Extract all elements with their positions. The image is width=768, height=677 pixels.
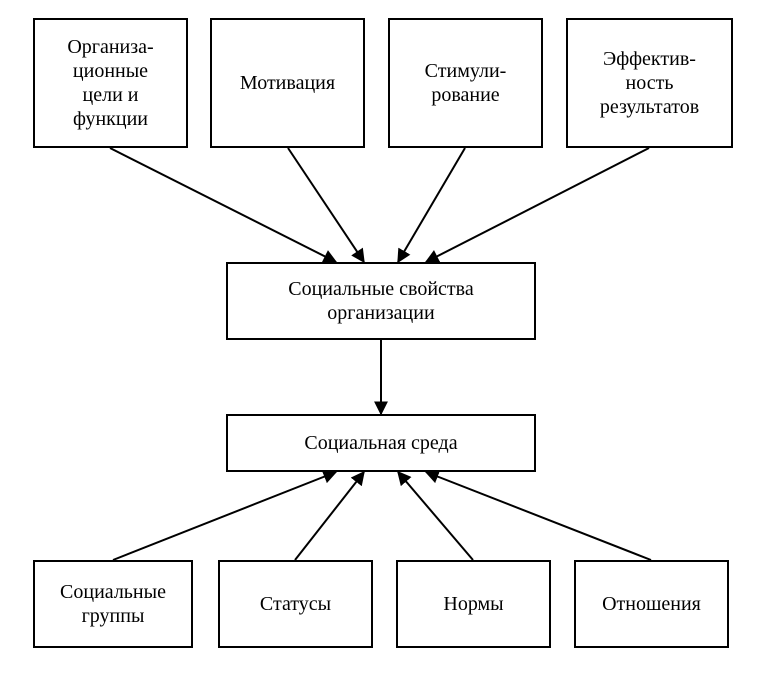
- node-top2: Мотивация: [210, 18, 365, 148]
- diagram-canvas: Организа-ционныецели ифункции Мотивация …: [0, 0, 768, 677]
- node-label: Организа-ционныецели ифункции: [67, 35, 153, 131]
- node-bot4: Отношения: [574, 560, 729, 648]
- node-bot2: Статусы: [218, 560, 373, 648]
- node-mid2: Социальная среда: [226, 414, 536, 472]
- node-bot3: Нормы: [396, 560, 551, 648]
- node-mid1: Социальные свойстваорганизации: [226, 262, 536, 340]
- node-label: Статусы: [260, 592, 331, 616]
- node-label: Эффектив-ностьрезультатов: [600, 47, 699, 119]
- node-top3: Стимули-рование: [388, 18, 543, 148]
- node-label: Социальныегруппы: [60, 580, 166, 628]
- node-label: Мотивация: [240, 71, 335, 95]
- node-label: Нормы: [443, 592, 503, 616]
- node-label: Социальная среда: [304, 431, 457, 455]
- node-bot1: Социальныегруппы: [33, 560, 193, 648]
- node-label: Социальные свойстваорганизации: [288, 277, 473, 325]
- node-label: Стимули-рование: [425, 59, 507, 107]
- node-label: Отношения: [602, 592, 701, 616]
- node-top4: Эффектив-ностьрезультатов: [566, 18, 733, 148]
- node-top1: Организа-ционныецели ифункции: [33, 18, 188, 148]
